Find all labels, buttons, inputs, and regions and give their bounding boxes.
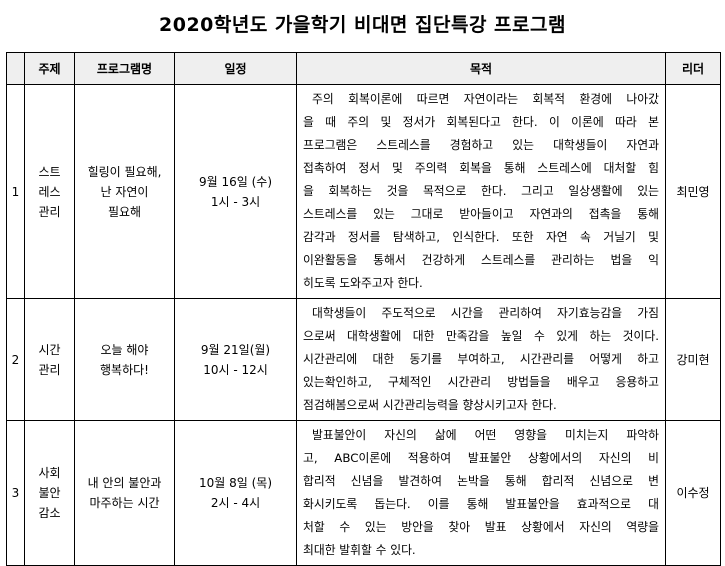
- header-purpose: 목적: [296, 52, 666, 85]
- leader-cell: 최민영: [665, 84, 721, 299]
- purpose-line: 주의 회복이론에 따르면 자연이라는 회복적 환경에 나아갔: [312, 92, 659, 106]
- schedule-cell: 10월 8일 (목) 2시 - 4시: [174, 420, 297, 566]
- purpose-line: 접촉하여 정서 및 주의력 회복을 통해 스트레스에 대처할 힘: [303, 161, 659, 175]
- purpose-line: 화시키도록 돕는다. 이를 통해 발표불안을 효과적으로 대: [303, 497, 659, 511]
- table-row: 2 시간 관리 오늘 해야 행복하다! 9월 21일(월) 10시 - 12시 대학생들이 주…: [6, 298, 721, 421]
- table-row: 3 사회 불안 감소 내 안의 불안과 마주하는 시간 10월 8일 (목) 2시 - 4시 발…: [6, 420, 721, 566]
- schedule-line: 10시 - 12시: [203, 362, 268, 377]
- program-line: 마주하는 시간: [89, 496, 160, 510]
- program-line: 오늘 해야: [100, 342, 149, 357]
- header-no: [6, 52, 25, 85]
- schedule-line: 2시 - 4시: [210, 496, 261, 510]
- purpose-line: 감각과 정서를 탐색하고, 인식한다. 또한 자연 속 거닐기 및: [303, 230, 659, 244]
- table-row: 1 스트 레스 관리 힐링이 필요해, 난 자연이 필요해 9월 16일 (수) 1시 - 3시…: [6, 84, 721, 299]
- purpose-line: 고, ABC이론에 적용하여 발표불안 상황에서의 자신의 비: [303, 451, 659, 465]
- purpose-line: 처할 수 있는 방안을 찾아 발표 상황에서 자신의 역량을: [303, 520, 659, 534]
- topic-line: 사회: [38, 466, 61, 480]
- purpose-line: 점검해봄으로써 시간관리능력을 향상시키고자 한다.: [303, 398, 557, 412]
- purpose-line: 있는확인하고, 구체적인 시간관리 방법들을 배우고 응용하고: [303, 375, 659, 389]
- header-topic: 주제: [24, 52, 75, 85]
- purpose-line: 시간관리에 대한 동기를 부여하고, 시간관리를 어떻게 하고: [303, 352, 659, 366]
- purpose-line: 을 때 주의 및 정서가 회복된다고 한다. 이 이론에 따라 본: [303, 115, 659, 129]
- schedule-line: 1시 - 3시: [210, 194, 261, 209]
- program-line: 힐링이 필요해,: [87, 164, 162, 179]
- purpose-line: 합리적 신념을 발견하여 논박을 통해 합리적 신념으로 변: [303, 474, 659, 488]
- program-line: 난 자연이: [100, 184, 149, 199]
- schedule-line: 9월 16일 (수): [198, 174, 273, 189]
- purpose-line: 이완활동을 통해서 건강하게 스트레스를 관리하는 법을 익: [303, 253, 659, 267]
- schedule-line: 9월 21일(월): [200, 342, 271, 357]
- row-number: 3: [6, 420, 25, 566]
- leader-cell: 이수정: [665, 420, 721, 566]
- topic-line: 감소: [38, 506, 61, 520]
- header-schedule: 일정: [174, 52, 297, 85]
- topic-line: 스트: [38, 164, 61, 179]
- purpose-line: 발표불안이 자신의 삶에 어떤 영향을 미치는지 파악하: [312, 428, 659, 442]
- purpose-line: 히도록 도와주고자 한다.: [303, 276, 423, 290]
- program-line: 내 안의 불안과: [87, 476, 162, 490]
- purpose-line: 스트레스를 있는 그대로 받아들이고 자연과의 접촉을 통해: [303, 207, 659, 221]
- purpose-line: 프로그램은 스트레스를 경험하고 있는 대학생들이 자연과: [303, 138, 659, 152]
- row-number: 2: [6, 298, 25, 421]
- topic-line: 불안: [38, 486, 61, 500]
- topic-line: 레스: [38, 184, 61, 199]
- schedule-line: 10월 8일 (목): [198, 476, 273, 490]
- page-title: 2020학년도 가을학기 비대면 집단특강 프로그램: [159, 14, 566, 36]
- purpose-line: 최대한 발휘할 수 있다.: [303, 543, 416, 557]
- topic-line: 관리: [38, 362, 61, 377]
- schedule-cell: 9월 16일 (수) 1시 - 3시: [174, 84, 297, 299]
- header-program: 프로그램명: [74, 52, 175, 85]
- program-table: 주제 프로그램명 일정 목적 리더 1 스트 레스 관리 힐링이 필요해, 난 자연이 필요…: [6, 52, 721, 566]
- purpose-line: 을 회복하는 것을 목적으로 한다. 그리고 일상생활에 있는: [303, 184, 659, 198]
- row-number: 1: [6, 84, 25, 299]
- schedule-cell: 9월 21일(월) 10시 - 12시: [174, 298, 297, 421]
- leader-cell: 강미현: [665, 298, 721, 421]
- program-line: 필요해: [107, 204, 142, 219]
- header-leader: 리더: [665, 52, 721, 85]
- topic-line: 관리: [38, 204, 61, 219]
- topic-line: 시간: [38, 342, 61, 357]
- purpose-line: 으로써 대학생활에 대한 만족감을 높일 수 있게 하는 것이다.: [303, 329, 659, 343]
- header-row: 주제 프로그램명 일정 목적 리더: [6, 52, 721, 85]
- program-line: 행복하다!: [100, 362, 149, 377]
- purpose-line: 대학생들이 주도적으로 시간을 관리하여 자기효능감을 가짐: [312, 306, 659, 320]
